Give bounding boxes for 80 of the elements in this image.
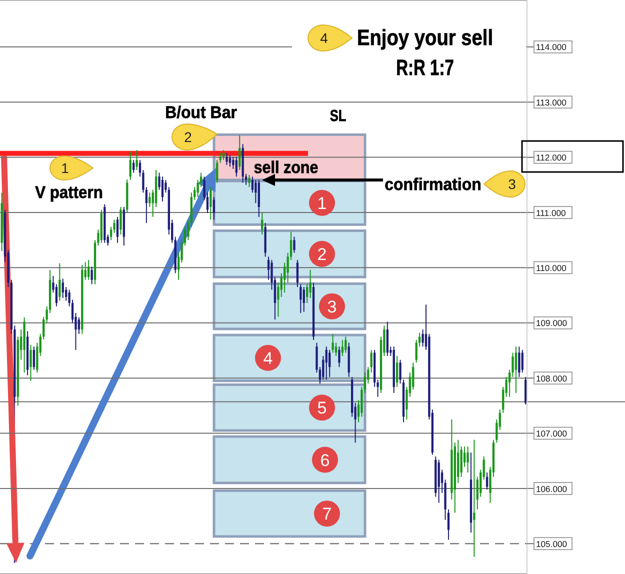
candlestick — [338, 346, 340, 368]
annotation: sell zone — [254, 158, 318, 178]
candlestick — [524, 376, 527, 406]
candlestick — [219, 152, 222, 164]
candlestick — [296, 259, 299, 288]
candlestick — [129, 151, 132, 180]
candlestick — [386, 321, 389, 356]
candlestick — [254, 179, 257, 204]
candlestick — [55, 284, 58, 307]
candlestick — [216, 160, 218, 184]
candlestick — [325, 346, 328, 380]
band-label: 7 — [322, 504, 332, 524]
y-tick-label: 109.000 — [536, 318, 568, 328]
y-tick-label: 107.000 — [536, 428, 568, 439]
y-tick-label: 110.000 — [536, 262, 567, 273]
candlestick — [473, 439, 476, 558]
candlestick — [396, 355, 398, 388]
candlestick — [210, 186, 212, 220]
candlestick — [32, 346, 36, 370]
candlestick — [261, 212, 264, 236]
y-tick-label: 112.000 — [536, 152, 567, 163]
candlestick — [90, 266, 93, 285]
annotation: confirmation — [384, 176, 482, 194]
candlestick — [238, 134, 241, 170]
candlestick — [58, 262, 61, 302]
candlestick — [232, 156, 234, 170]
candlestick — [486, 472, 488, 490]
annotation: B/out Bar — [165, 104, 238, 122]
annotation: SL — [330, 108, 346, 126]
annotation: Enjoy your sell — [356, 26, 494, 50]
candlestick — [518, 346, 520, 378]
candlestick — [148, 192, 151, 208]
annotation: 2 — [184, 129, 192, 145]
candlestick — [235, 156, 238, 178]
band-label: 6 — [320, 450, 330, 470]
candlestick — [78, 316, 80, 334]
candlestick — [332, 333, 334, 354]
candlestick — [110, 226, 112, 241]
candlestick — [116, 216, 119, 244]
candlestick — [212, 196, 215, 220]
candlestick — [370, 349, 372, 374]
candlestick — [302, 286, 305, 312]
annotation: 4 — [320, 30, 328, 46]
candlestick — [466, 446, 469, 473]
ref-line-label: 105.000 — [536, 538, 568, 549]
band-label: 3 — [327, 297, 337, 316]
candlestick — [30, 344, 32, 382]
candlestick — [344, 336, 347, 354]
candlestick — [161, 176, 164, 202]
candlestick — [88, 259, 90, 280]
candlestick — [248, 174, 250, 188]
candlestick — [328, 349, 331, 378]
annotation: R:R 1:7 — [396, 56, 454, 81]
y-tick-label: 114.000 — [536, 42, 567, 52]
annotation: V pattern — [35, 183, 103, 202]
annotation: 3 — [508, 176, 516, 192]
candlestick — [293, 236, 296, 254]
candlestick — [136, 150, 138, 170]
candlestick — [460, 446, 462, 478]
band-label: 1 — [317, 194, 327, 213]
candlestick — [514, 346, 518, 394]
band-label: 2 — [317, 244, 327, 264]
annotation: 1 — [61, 160, 70, 176]
y-tick-label: 108.000 — [536, 373, 568, 384]
candlestick — [521, 349, 524, 374]
candlestick — [132, 160, 135, 174]
y-tick-label: 113.000 — [536, 97, 567, 108]
y-tick-label: 106.000 — [536, 484, 568, 494]
candlestick — [62, 278, 64, 299]
candlestick — [422, 329, 424, 348]
candlestick — [300, 284, 302, 314]
candlestick — [341, 339, 344, 356]
candlestick — [306, 284, 308, 304]
candlestick — [228, 154, 232, 168]
band-label: 4 — [263, 348, 273, 368]
y-tick-label: 111.000 — [536, 208, 566, 218]
candlestick — [120, 206, 122, 236]
candlestick — [309, 269, 312, 299]
candlestick — [226, 152, 228, 166]
band-label: 5 — [317, 398, 327, 418]
